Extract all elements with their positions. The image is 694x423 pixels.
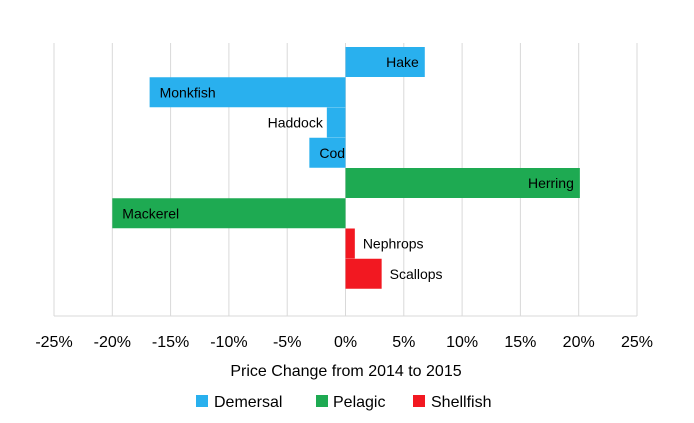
x-tick-label: 5% (392, 334, 415, 351)
bars (112, 47, 580, 289)
x-tick-label: -15% (152, 334, 189, 351)
legend-label-pelagic: Pelagic (333, 394, 385, 411)
legend-swatch-demersal (196, 395, 208, 407)
x-tick-label: 0% (334, 334, 357, 351)
bar-label-haddock: Haddock (268, 115, 324, 131)
x-tick-label: -5% (273, 334, 301, 351)
legend-label-demersal: Demersal (214, 394, 282, 411)
bar-label-scallops: Scallops (390, 266, 443, 282)
x-tick-label: 15% (504, 334, 536, 351)
bar-cod (309, 137, 346, 168)
bar-labels: Hake Monkfish Haddock Cod Herring Mackerel Nep… (122, 54, 574, 282)
x-tick-label: -10% (210, 334, 247, 351)
bar-mackerel (112, 198, 346, 229)
bar-haddock (326, 107, 346, 138)
bar-label-herring: Herring (528, 175, 574, 191)
bar-herring (345, 168, 580, 198)
x-tick-label: -20% (94, 334, 131, 351)
bar-label-mackerel: Mackerel (122, 205, 179, 221)
x-tick-label: 20% (563, 334, 595, 351)
legend-label-shellfish: Shellfish (431, 394, 491, 411)
x-tick-label: 25% (621, 334, 653, 351)
bar-monkfish (149, 77, 346, 108)
bar-label-nephrops: Nephrops (363, 236, 424, 252)
x-tick-label: 10% (446, 334, 478, 351)
bar-hake (345, 47, 425, 77)
x-tick-label: -25% (35, 334, 72, 351)
legend: Demersal Pelagic Shellfish (196, 394, 491, 411)
bar-nephrops (345, 228, 355, 259)
legend-swatch-pelagic (316, 395, 328, 407)
x-axis-ticks: -25% -20% -15% -10% -5% 0% 5% 10% 15% 20% 25% (35, 334, 653, 351)
bar-label-cod: Cod (319, 145, 345, 161)
x-axis-title: Price Change from 2014 to 2015 (230, 363, 461, 380)
bar-scallops (345, 258, 382, 289)
bar-label-monkfish: Monkfish (160, 84, 216, 100)
bar-label-hake: Hake (386, 54, 419, 70)
legend-swatch-shellfish (413, 395, 425, 407)
